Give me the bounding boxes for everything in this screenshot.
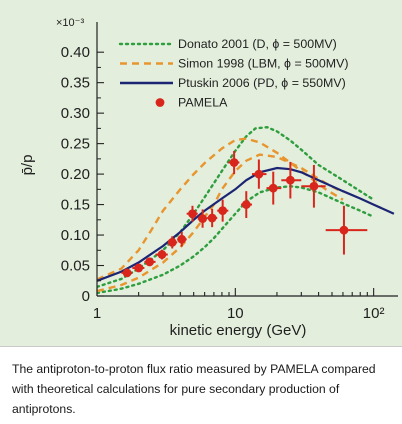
data-marker [218, 206, 228, 216]
data-marker [229, 158, 239, 167]
data-marker [207, 213, 217, 223]
pamela-point-4 [167, 236, 178, 249]
legend-item-2: Ptuskin 2006 (PD, ϕ = 550MV) [120, 76, 346, 90]
data-marker [241, 200, 251, 209]
data-marker [198, 214, 207, 223]
pamela-point-13 [266, 171, 282, 205]
legend-label: Ptuskin 2006 (PD, ϕ = 550MV) [178, 76, 346, 90]
legend: Donato 2001 (D, ϕ = 500MV) Simon 1998 (LB… [118, 37, 349, 110]
legend-label: Donato 2001 (D, ϕ = 500MV) [178, 37, 337, 51]
data-marker [134, 263, 144, 273]
chart-svg: 00.050.100.150.200.250.300.350.401 10 10² … [19, 17, 398, 339]
series-0-upper-curve [97, 125, 375, 289]
data-marker [157, 250, 167, 259]
y-tick-label: 0.25 [61, 136, 90, 153]
legend-item-3: PAMELA [155, 96, 228, 110]
pamela-point-6 [186, 205, 198, 222]
y-tick-label: 0.20 [61, 166, 90, 183]
series-1-lower-curve [97, 153, 344, 293]
x-axis-label: kinetic energy (GeV) [170, 322, 307, 339]
legend-label: Simon 1998 (LBM, ϕ = 500MV) [178, 57, 349, 71]
data-marker [285, 175, 295, 185]
data-marker [339, 225, 349, 235]
legend-marker [155, 98, 165, 107]
pamela-point-10 [228, 150, 240, 175]
x-tick-label: 10² [363, 305, 385, 322]
data-marker [177, 234, 187, 244]
pamela-point-3 [155, 249, 168, 260]
y-axis-label: p̄/p [19, 155, 36, 176]
pamela-point-11 [241, 191, 252, 218]
y-tick-label: 0.15 [61, 197, 90, 214]
pamela-point-7 [197, 209, 208, 228]
y-tick-label: 0 [82, 288, 90, 305]
x-tick-label: 10 [227, 305, 244, 322]
data-marker [254, 169, 264, 179]
series-2-line [97, 166, 395, 282]
pamela-point-2 [144, 257, 156, 267]
pamela-point-1 [132, 263, 145, 273]
series-0-lower-curve [97, 185, 375, 295]
y-tick-label: 0.10 [61, 227, 90, 244]
pamela-point-9 [217, 199, 229, 222]
data-marker [268, 183, 278, 193]
pamela-point-16 [325, 205, 368, 255]
data-marker [309, 181, 319, 191]
data-marker [188, 209, 197, 219]
series-1-upper-curve [97, 137, 344, 281]
x-tick-label: 1 [93, 305, 101, 322]
data-marker [167, 237, 177, 247]
data-marker [122, 268, 132, 278]
y-tick-label: 0.40 [61, 44, 90, 61]
pamela-point-0 [121, 268, 133, 278]
pamela-point-14 [281, 161, 302, 199]
pamela-point-12 [251, 159, 267, 189]
y-multiplier: ×10⁻³ [56, 17, 84, 29]
pamela-point-15 [301, 164, 326, 208]
caption-box: The antiproton-to-proton flux ratio meas… [0, 346, 402, 424]
y-tick-label: 0.30 [61, 105, 90, 122]
legend-label: PAMELA [178, 96, 228, 110]
y-tick-label: 0.35 [61, 75, 90, 92]
y-tick-label: 0.05 [61, 258, 90, 275]
chart-figure: 0 0.05 0.10 0.15 0.20 0.25 0.30 0.35 0.40 1 10 10² … [0, 0, 402, 346]
legend-item-0: Donato 2001 (D, ϕ = 500MV) [118, 37, 337, 51]
data-marker [145, 257, 154, 267]
pamela-point-5 [177, 232, 187, 247]
figure-caption: The antiproton-to-proton flux ratio meas… [12, 362, 376, 416]
legend-item-1: Simon 1998 (LBM, ϕ = 500MV) [120, 57, 349, 71]
pamela-point-8 [207, 208, 218, 228]
